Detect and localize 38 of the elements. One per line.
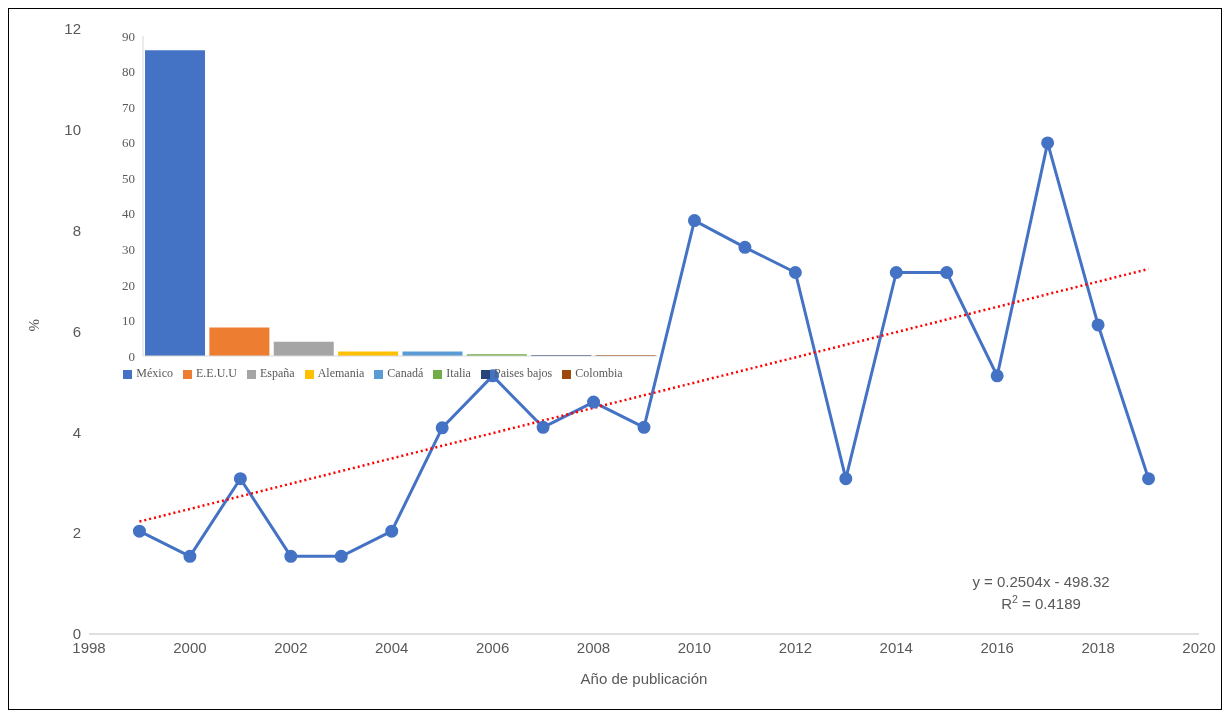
y-axis-title: % — [26, 319, 43, 332]
legend-label: E.E.U.U — [196, 366, 237, 380]
x-tick-label: 2016 — [980, 638, 1014, 656]
x-tick-label: 2020 — [1182, 638, 1216, 656]
x-axis-title: Año de publicación — [580, 670, 708, 687]
x-tick-label: 2018 — [1081, 638, 1115, 656]
legend-label: España — [260, 366, 295, 380]
legend-label: Italia — [446, 366, 471, 380]
x-tick-label: 2002 — [274, 638, 308, 656]
legend-label: México — [136, 366, 173, 380]
y-tick-label: 8 — [72, 221, 81, 239]
x-tick-label: 2012 — [778, 638, 813, 656]
y-tick-label: 70 — [122, 99, 135, 115]
y-tick-label: 30 — [122, 241, 135, 257]
y-tick-label: 10 — [64, 121, 81, 139]
legend-label: Canadá — [387, 366, 424, 380]
y-tick-label: 0 — [128, 348, 135, 364]
y-tick-label: 50 — [122, 170, 135, 186]
y-tick-label: 90 — [122, 28, 135, 44]
x-tick-label: 2010 — [677, 638, 712, 656]
annotation: R$^{2}$ = 0.4189 — [1001, 593, 1081, 612]
x-tick-label: 2006 — [475, 638, 510, 656]
y-tick-label: 60 — [122, 135, 135, 151]
legend-label: Colombia — [575, 366, 623, 380]
y-tick-label: 4 — [72, 423, 81, 441]
y-tick-label: 2 — [72, 524, 81, 542]
y-tick-label: 40 — [122, 206, 135, 222]
y-tick-label: 10 — [122, 313, 135, 329]
x-tick-label: 2000 — [173, 638, 207, 656]
x-tick-label: 2008 — [576, 638, 611, 656]
y-tick-label: 80 — [122, 64, 135, 80]
legend-label: Alemania — [317, 366, 365, 380]
x-tick-label: 2004 — [375, 638, 409, 656]
y-tick-label: 12 — [64, 20, 81, 38]
x-tick-label: 2014 — [879, 638, 913, 656]
y-tick-label: 20 — [122, 277, 135, 293]
y-tick-label: 6 — [72, 322, 81, 340]
annotation: y = 0.2504x - 498.32 — [972, 573, 1110, 590]
